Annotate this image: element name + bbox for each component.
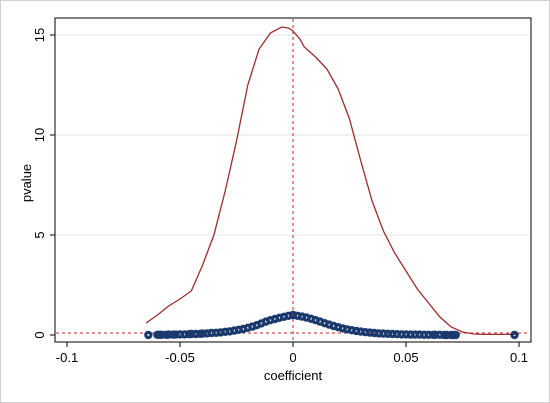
density-curve-group	[145, 26, 519, 336]
x-tick-label-0: -0.1	[56, 350, 78, 365]
y-tick-label-0: 0	[32, 331, 47, 338]
reference-lines	[56, 19, 530, 341]
x-axis: -0.1 -0.05 0 0.05 0.1	[56, 342, 528, 365]
y-tick-label-2: 10	[32, 128, 47, 142]
x-tick-label-1: -0.05	[165, 350, 195, 365]
y-tick-label-1: 5	[32, 231, 47, 238]
density-line	[145, 26, 519, 336]
x-tick-label-3: 0.05	[393, 350, 418, 365]
x-tick-label-4: 0.1	[510, 350, 528, 365]
x-tick-label-2: 0	[289, 350, 296, 365]
y-axis-title: pvalue	[19, 164, 34, 202]
scatter-point	[144, 330, 153, 340]
scatter-point	[510, 330, 519, 340]
x-axis-title: coefficient	[264, 368, 323, 383]
plot-area	[54, 17, 532, 343]
scatter-point	[451, 330, 460, 340]
scatter-points-group	[144, 310, 519, 340]
y-tick-label-3: 15	[32, 28, 47, 42]
y-axis: 0 5 10 15	[32, 28, 55, 339]
